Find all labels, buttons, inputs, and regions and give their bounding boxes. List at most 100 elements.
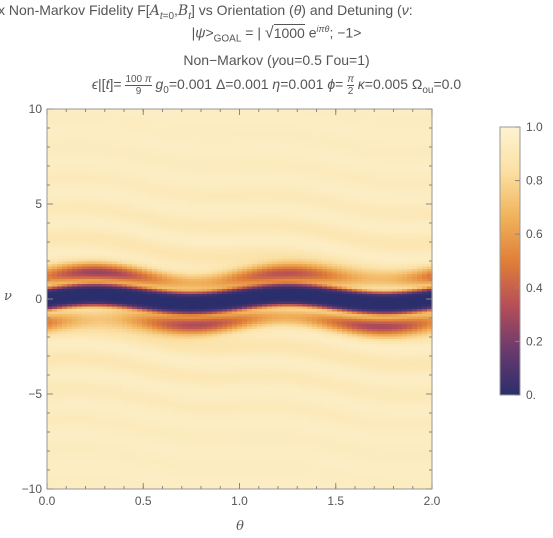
heatmap-cell: [152, 126, 158, 130]
heatmap-cell: [157, 239, 163, 243]
heatmap-cell: [57, 219, 63, 223]
heatmap-cell: [97, 169, 103, 173]
heatmap-cell: [217, 244, 223, 248]
heatmap-cell: [72, 236, 78, 240]
heatmap-cell: [327, 181, 333, 185]
heatmap-cell: [257, 261, 263, 265]
heatmap-cell: [52, 264, 58, 268]
heatmap-cell: [387, 174, 393, 178]
heatmap-cell: [167, 226, 173, 230]
heatmap-cell: [92, 204, 98, 208]
heatmap-cell: [347, 124, 353, 128]
heatmap-cell: [107, 151, 113, 155]
heatmap-cell: [242, 174, 248, 178]
heatmap-cell: [162, 184, 168, 188]
heatmap-cell: [247, 221, 253, 225]
heatmap-cell: [247, 119, 253, 123]
heatmap-cell: [357, 221, 363, 225]
heatmap-cell: [372, 221, 378, 225]
heatmap-cell: [182, 159, 188, 163]
heatmap-cell: [362, 129, 368, 133]
heatmap-cell: [422, 156, 428, 160]
heatmap-cell: [287, 251, 293, 255]
heatmap-cell: [252, 226, 258, 230]
heatmap-cell: [152, 131, 158, 135]
heatmap-cell: [307, 164, 313, 168]
heatmap-cell: [127, 231, 133, 235]
heatmap-cell: [92, 219, 98, 223]
heatmap-cell: [367, 206, 373, 210]
heatmap-cell: [92, 236, 98, 240]
heatmap-cell: [257, 166, 263, 170]
heatmap-cell: [382, 206, 388, 210]
heatmap-cell: [332, 151, 338, 155]
heatmap-cell: [407, 241, 413, 245]
heatmap-cell: [282, 211, 288, 215]
heatmap-cell: [357, 116, 363, 120]
heatmap-cell: [192, 156, 198, 160]
heatmap-cell: [167, 204, 173, 208]
heatmap-cell: [337, 179, 343, 183]
heatmap-cell: [337, 256, 343, 260]
heatmap-cell: [127, 229, 133, 233]
heatmap-cell: [252, 174, 258, 178]
heatmap-cell: [172, 189, 178, 193]
heatmap-cell: [152, 204, 158, 208]
heatmap-cell: [127, 266, 133, 270]
heatmap-cell: [87, 116, 93, 120]
heatmap-cell: [167, 154, 173, 158]
heatmap-cell: [167, 146, 173, 150]
heatmap-cell: [422, 121, 428, 125]
heatmap-cell: [397, 254, 403, 258]
heatmap-cell: [192, 121, 198, 125]
heatmap-cell: [307, 154, 313, 158]
heatmap-cell: [127, 131, 133, 135]
heatmap-cell: [67, 109, 73, 113]
heatmap-cell: [392, 111, 398, 115]
heatmap-cell: [212, 161, 218, 165]
heatmap-cell: [317, 206, 323, 210]
heatmap-cell: [157, 171, 163, 175]
heatmap-cell: [157, 206, 163, 210]
heatmap-cell: [312, 166, 318, 170]
heatmap-cell: [332, 204, 338, 208]
heatmap-cell: [317, 246, 323, 250]
heatmap-cell: [337, 114, 343, 118]
heatmap-cell: [417, 209, 423, 213]
heatmap-cell: [237, 264, 243, 268]
heatmap-cell: [402, 234, 408, 238]
heatmap-cell: [227, 199, 233, 203]
heatmap-cell: [387, 159, 393, 163]
heatmap-cell: [217, 234, 223, 238]
heatmap-cell: [77, 149, 83, 153]
heatmap-cell: [52, 254, 58, 258]
heatmap-cell: [217, 186, 223, 190]
heatmap-cell: [302, 229, 308, 233]
heatmap-cell: [297, 134, 303, 138]
heatmap-cell: [52, 121, 58, 125]
heatmap-cell: [312, 211, 318, 215]
heatmap-cell: [147, 226, 153, 230]
heatmap-cell: [377, 196, 383, 200]
heatmap-cell: [347, 116, 353, 120]
heatmap-cell: [382, 211, 388, 215]
heatmap-cell: [72, 241, 78, 245]
heatmap-cell: [412, 191, 418, 195]
heatmap-cell: [337, 139, 343, 143]
heatmap-cell: [172, 169, 178, 173]
heatmap-cell: [147, 219, 153, 223]
heatmap-cell: [147, 246, 153, 250]
heatmap-cell: [262, 244, 268, 248]
heatmap-cell: [312, 176, 318, 180]
heatmap-cell: [127, 239, 133, 243]
heatmap-cell: [117, 266, 123, 270]
heatmap-cell: [182, 261, 188, 265]
heatmap-cell: [107, 126, 113, 130]
heatmap-cell: [137, 251, 143, 255]
heatmap-cell: [322, 244, 328, 248]
heatmap-cell: [212, 231, 218, 235]
heatmap-cell: [192, 174, 198, 178]
heatmap-cell: [267, 214, 273, 218]
heatmap-cell: [362, 124, 368, 128]
heatmap-cell: [92, 149, 98, 153]
